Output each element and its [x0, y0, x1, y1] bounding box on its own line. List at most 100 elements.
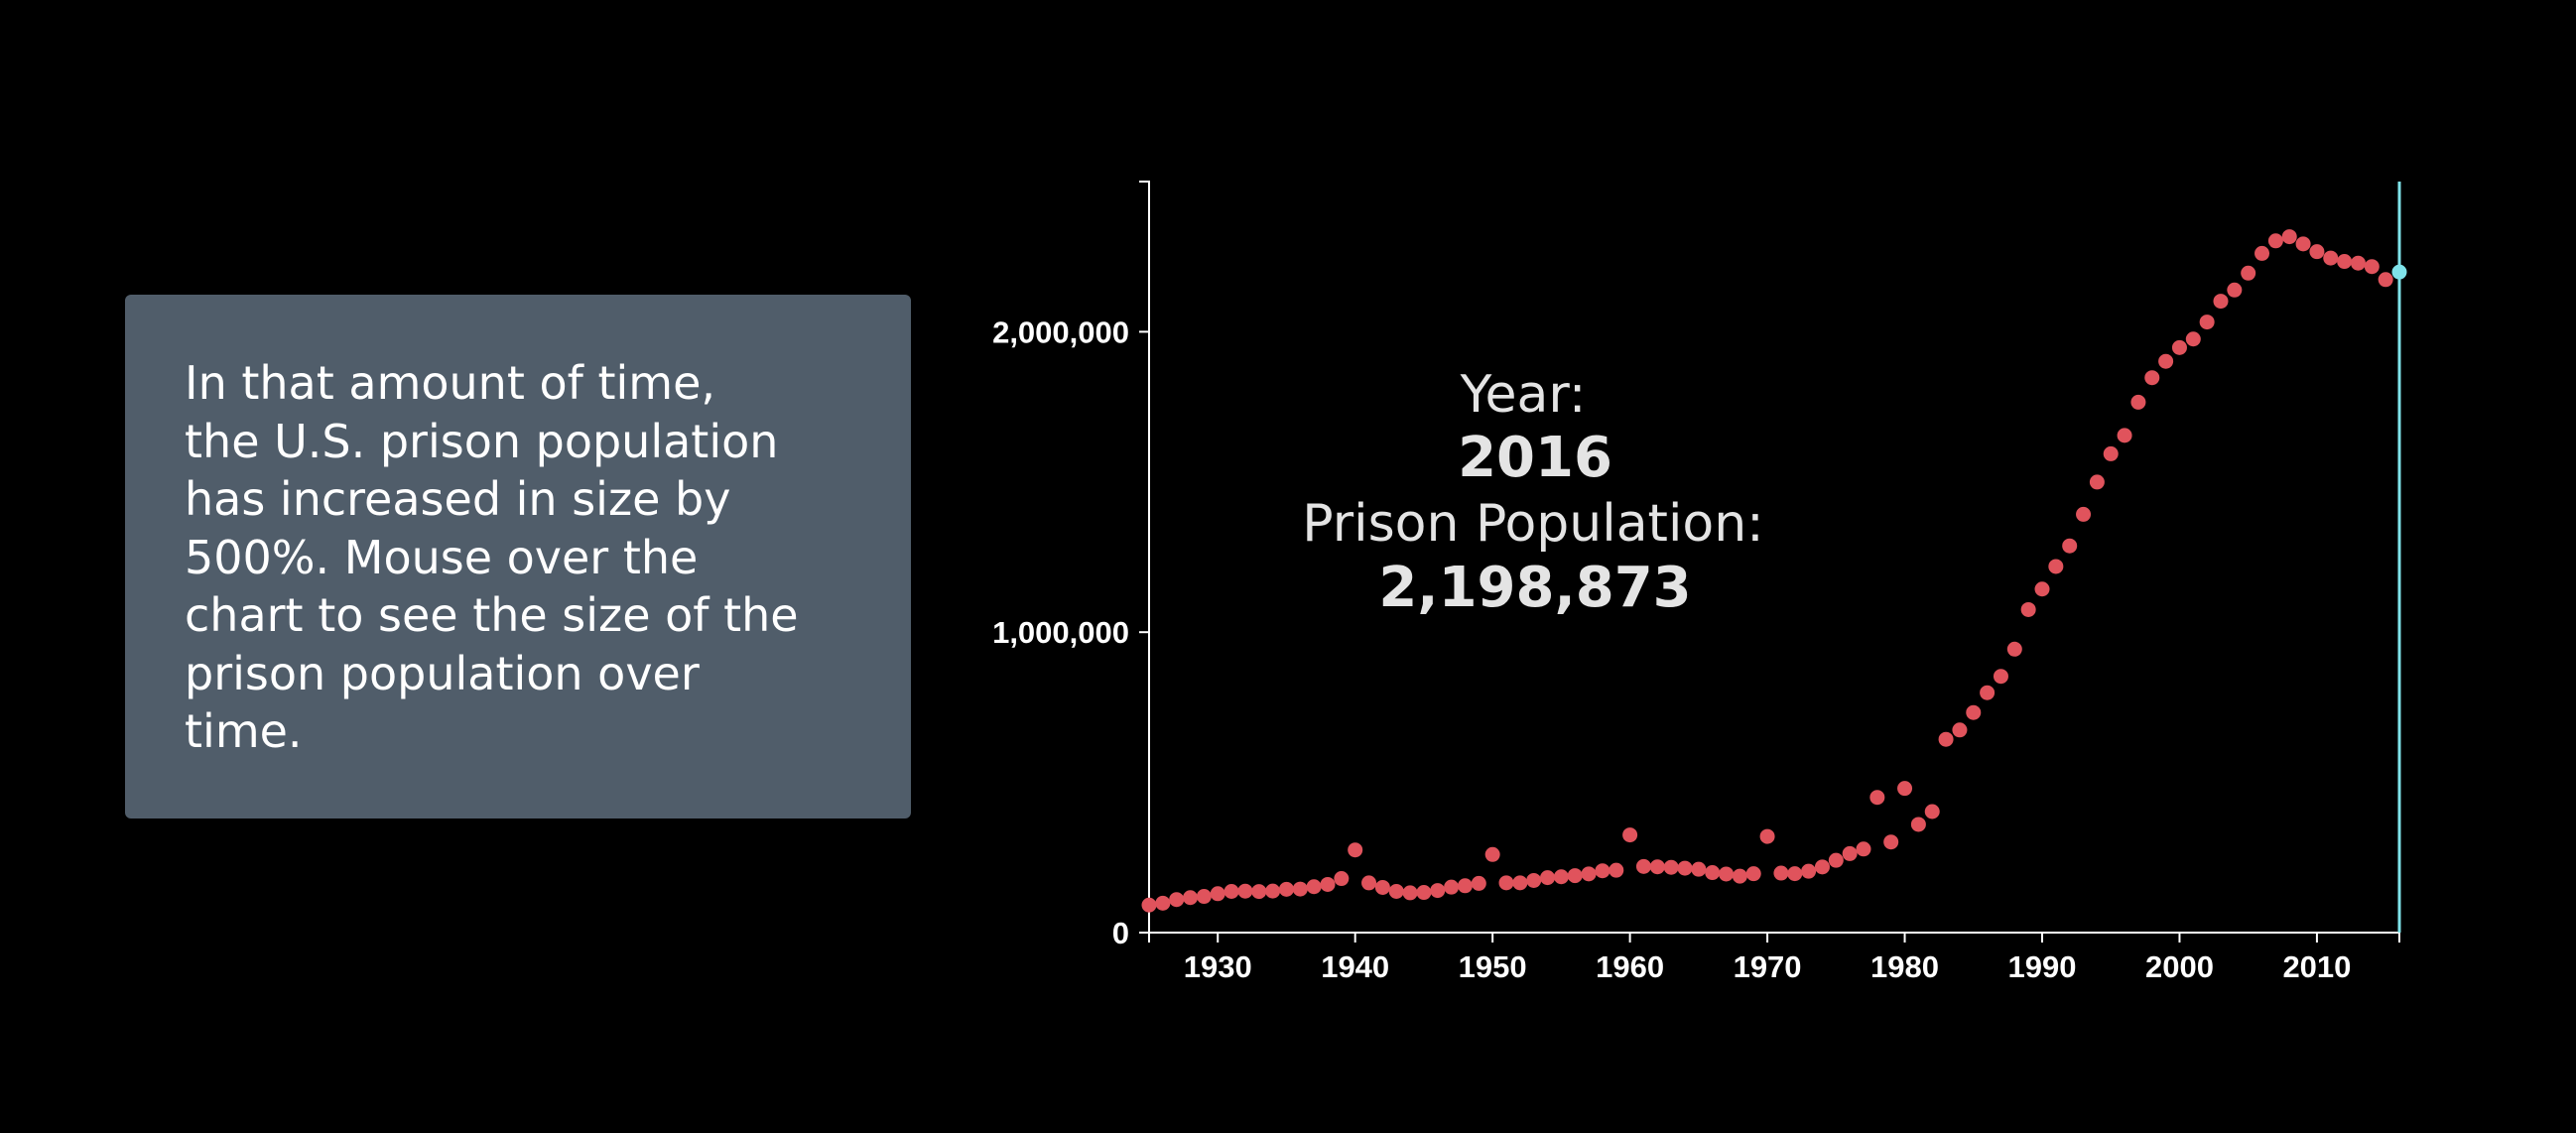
narrative-panel: In that amount of time, the U.S. prison … [125, 295, 911, 818]
data-point[interactable] [1540, 870, 1556, 886]
data-point[interactable] [1348, 842, 1363, 858]
data-point[interactable] [1691, 861, 1707, 877]
data-point[interactable] [1374, 879, 1390, 895]
data-point[interactable] [1292, 881, 1308, 897]
data-point[interactable] [2158, 353, 2174, 369]
data-point[interactable] [1251, 884, 1267, 900]
data-point[interactable] [1705, 865, 1721, 881]
data-point[interactable] [1155, 895, 1171, 911]
data-point[interactable] [2267, 233, 2283, 249]
data-point[interactable] [1388, 883, 1404, 899]
data-point[interactable] [2089, 474, 2105, 490]
data-point[interactable] [1430, 883, 1446, 899]
data-point[interactable] [1745, 866, 1761, 882]
data-point[interactable] [2171, 339, 2187, 355]
data-point[interactable] [1512, 875, 1528, 891]
data-point[interactable] [1635, 858, 1651, 874]
data-point[interactable] [1224, 883, 1239, 899]
data-point[interactable] [1237, 883, 1253, 899]
data-point[interactable] [2199, 315, 2215, 330]
data-point[interactable] [1993, 669, 2008, 685]
data-point[interactable] [2309, 244, 2325, 260]
data-point[interactable] [2378, 272, 2393, 288]
data-point[interactable] [1719, 866, 1735, 882]
data-point[interactable] [1183, 890, 1199, 906]
data-point[interactable] [1334, 871, 1350, 887]
hover-point [2391, 264, 2407, 280]
data-point[interactable] [1980, 685, 1996, 700]
data-point[interactable] [1677, 860, 1693, 876]
data-point[interactable] [2254, 245, 2270, 261]
data-point[interactable] [1787, 866, 1803, 882]
data-point[interactable] [2020, 601, 2036, 617]
data-point[interactable] [1278, 881, 1294, 897]
data-point[interactable] [1484, 846, 1500, 862]
data-point[interactable] [2034, 581, 2050, 597]
data-point[interactable] [1759, 828, 1775, 844]
data-point[interactable] [1471, 875, 1486, 891]
data-point[interactable] [2117, 428, 2132, 443]
data-point[interactable] [1196, 889, 1212, 905]
data-point[interactable] [1814, 859, 1830, 875]
data-point[interactable] [1210, 886, 1225, 902]
data-point[interactable] [1567, 868, 1583, 884]
data-point[interactable] [2144, 370, 2160, 386]
data-point[interactable] [2103, 445, 2119, 461]
data-point[interactable] [2076, 506, 2092, 522]
data-point[interactable] [2337, 254, 2353, 270]
data-point[interactable] [1581, 866, 1597, 882]
data-point[interactable] [1622, 827, 1638, 843]
data-point[interactable] [1320, 876, 1336, 892]
data-point[interactable] [1265, 883, 1281, 899]
data-point[interactable] [1663, 859, 1679, 875]
data-point[interactable] [1732, 868, 1747, 884]
data-point[interactable] [1897, 781, 1913, 797]
data-point[interactable] [2281, 229, 2297, 245]
data-point[interactable] [1169, 892, 1185, 908]
x-tick-label: 1970 [1734, 949, 1802, 984]
data-point[interactable] [2130, 394, 2146, 410]
data-point[interactable] [1498, 875, 1514, 891]
data-point[interactable] [1828, 852, 1844, 868]
data-point[interactable] [2048, 559, 2064, 574]
narrative-line: 500%. Mouse over the [185, 530, 699, 584]
data-point[interactable] [2350, 255, 2366, 271]
data-point[interactable] [1952, 722, 1968, 738]
data-point[interactable] [1457, 878, 1473, 894]
data-point[interactable] [2213, 294, 2229, 310]
data-point[interactable] [1869, 790, 1885, 806]
data-point[interactable] [2006, 641, 2022, 657]
data-point[interactable] [1306, 879, 1322, 895]
data-point[interactable] [2323, 250, 2339, 266]
data-point[interactable] [1553, 869, 1569, 885]
data-point[interactable] [1924, 804, 1940, 819]
data-point[interactable] [2241, 265, 2256, 281]
data-point[interactable] [1966, 704, 1982, 720]
data-point[interactable] [2062, 538, 2078, 554]
data-point[interactable] [1938, 731, 1954, 747]
data-point[interactable] [1526, 872, 1542, 888]
data-point[interactable] [1801, 863, 1817, 879]
data-point[interactable] [2364, 259, 2380, 275]
data-point[interactable] [1416, 885, 1432, 901]
data-point[interactable] [1595, 863, 1610, 879]
data-point[interactable] [1883, 834, 1899, 850]
data-point[interactable] [1444, 879, 1460, 895]
narrative-line: the U.S. prison population [185, 414, 779, 468]
data-point[interactable] [2227, 282, 2243, 298]
y-tick-label: 1,000,000 [992, 615, 1129, 650]
data-point[interactable] [2185, 331, 2201, 347]
data-point[interactable] [1609, 862, 1624, 878]
data-point[interactable] [1361, 875, 1377, 891]
data-point[interactable] [2295, 236, 2311, 252]
data-point[interactable] [1842, 845, 1858, 861]
data-point[interactable] [1773, 865, 1789, 881]
data-point[interactable] [1402, 885, 1418, 901]
data-point[interactable] [1141, 897, 1157, 913]
data-point[interactable] [1649, 859, 1665, 875]
x-tick-label: 2010 [2282, 949, 2351, 984]
data-point[interactable] [1910, 817, 1926, 832]
data-points[interactable] [1141, 229, 2393, 913]
data-point[interactable] [1856, 841, 1871, 857]
